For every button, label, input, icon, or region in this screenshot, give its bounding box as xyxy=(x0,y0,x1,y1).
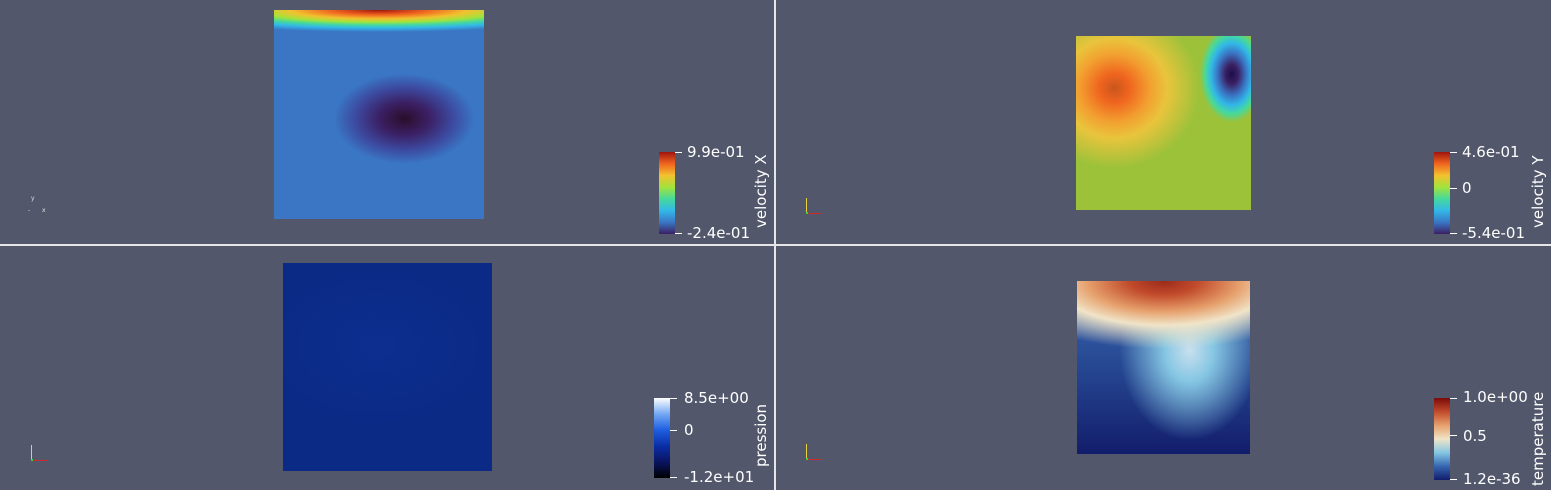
render-view-velocity-y[interactable]: 4.6e-01 0 -5.4e-01 velocity Y xyxy=(776,0,1551,244)
orientation-axes-icon xyxy=(29,443,51,467)
pression-colorbar-title: pression xyxy=(752,403,770,467)
velocity-x-colorbar xyxy=(659,152,675,234)
velocity-y-colorbar-title: velocity Y xyxy=(1529,155,1547,228)
velocity-x-colorbar-title: velocity X xyxy=(752,154,770,228)
velocity-y-field-plot xyxy=(1076,36,1251,210)
pression-min-label: -1.2e+01 xyxy=(684,468,755,486)
velocity-y-max-label: 4.6e-01 xyxy=(1462,143,1520,161)
orientation-axes-icon xyxy=(804,196,826,220)
pression-max-label: 8.5e+00 xyxy=(684,389,749,407)
temperature-max-label: 1.0e+00 xyxy=(1463,388,1528,406)
render-view-velocity-x[interactable]: 9.9e-01 -2.4e-01 velocity X y - x xyxy=(0,0,774,244)
pression-colorbar xyxy=(654,398,670,478)
temperature-colorbar xyxy=(1434,398,1450,480)
orientation-axes-icon: y - x xyxy=(28,195,46,214)
temperature-min-label: 1.2e-36 xyxy=(1463,470,1521,488)
pression-mid-label: 0 xyxy=(684,421,694,439)
viewport-splitter-horizontal[interactable] xyxy=(0,244,1551,246)
temperature-mid-label: 0.5 xyxy=(1463,427,1487,445)
velocity-x-max-label: 9.9e-01 xyxy=(687,143,745,161)
temperature-colorbar-title: temperature xyxy=(1529,391,1547,486)
pression-field-plot xyxy=(283,263,492,471)
orientation-axes-icon xyxy=(804,442,826,466)
temperature-field-plot xyxy=(1077,281,1250,454)
velocity-x-field-plot xyxy=(274,10,484,219)
velocity-y-min-label: -5.4e-01 xyxy=(1462,224,1525,242)
velocity-y-mid-label: 0 xyxy=(1462,179,1472,197)
velocity-x-min-label: -2.4e-01 xyxy=(687,224,750,242)
render-view-pression[interactable]: 8.5e+00 0 -1.2e+01 pression xyxy=(0,246,774,490)
velocity-y-colorbar xyxy=(1434,152,1450,234)
render-view-temperature[interactable]: 1.0e+00 0.5 1.2e-36 temperature xyxy=(776,246,1551,490)
